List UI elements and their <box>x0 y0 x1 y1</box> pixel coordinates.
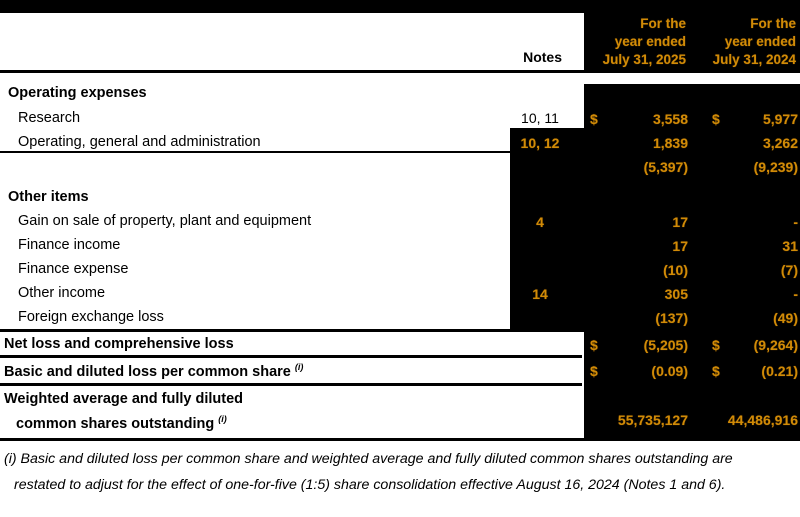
header-rule <box>0 70 800 73</box>
currency-symbol: $ <box>712 337 720 353</box>
period2-line3: July 31, 2024 <box>712 52 796 67</box>
period-header-2025: For the year ended July 31, 2025 <box>586 15 686 69</box>
currency-symbol: $ <box>712 111 720 127</box>
value-2024: (9,264) <box>753 337 798 353</box>
notes-panel <box>510 128 584 330</box>
value-2025: (0.09) <box>651 363 688 379</box>
notes-column-header: Notes <box>523 49 562 65</box>
currency-symbol: $ <box>590 363 598 379</box>
bottom-rule <box>0 438 800 441</box>
row-label: Net loss and comprehensive loss <box>4 336 234 352</box>
value-2024: 44,486,916 <box>727 412 798 428</box>
value-2024: 31 <box>782 238 798 254</box>
row-notes: 4 <box>536 214 544 230</box>
row-label: Foreign exchange loss <box>18 309 164 325</box>
footnote-marker: (i) <box>218 414 227 424</box>
currency-symbol: $ <box>590 111 598 127</box>
footnote-line2: restated to adjust for the effect of one… <box>14 477 726 493</box>
value-2025: (5,205) <box>643 337 688 353</box>
value-2024: 3,262 <box>762 135 798 151</box>
value-2024: (7) <box>780 262 798 278</box>
row-label-text: Basic and diluted loss per common share <box>4 363 291 380</box>
value-2024: (49) <box>773 310 798 326</box>
value-2025: (137) <box>655 310 688 326</box>
row-label: Operating, general and administration <box>18 134 261 150</box>
value-2025: 17 <box>672 214 688 230</box>
row-notes: 10, 11 <box>521 110 559 126</box>
currency-symbol: $ <box>590 337 598 353</box>
value-2025: 1,839 <box>652 135 688 151</box>
value-2024: (0.21) <box>761 363 798 379</box>
value-2024: - <box>793 214 798 230</box>
row-notes: 14 <box>532 286 548 302</box>
row-label: Finance income <box>18 237 121 253</box>
period1-line3: July 31, 2025 <box>602 52 686 67</box>
value-2025: 55,735,127 <box>617 412 688 428</box>
section-heading-operating: Operating expenses <box>8 85 147 101</box>
period2-line2: year ended <box>724 34 796 49</box>
period1-line2: year ended <box>614 34 686 49</box>
footnote-line1: (i) Basic and diluted loss per common sh… <box>4 451 733 467</box>
row-label: Research <box>18 110 81 126</box>
row-label-line2: common shares outstanding (i) <box>16 414 227 432</box>
footnote-marker: (i) <box>294 362 304 372</box>
total-2024: (9,239) <box>753 159 798 175</box>
row-label-line1: Weighted average and fully diluted <box>4 391 244 407</box>
value-2025: 3,558 <box>652 111 688 127</box>
period-header-panel <box>584 0 800 72</box>
period2-line1: For the <box>750 16 796 31</box>
value-2024: 5,977 <box>762 111 798 127</box>
value-2024: - <box>793 286 798 302</box>
summary-rule-1 <box>0 355 582 358</box>
row-label: Other income <box>18 285 106 301</box>
value-2025: 17 <box>672 238 688 254</box>
section-rule <box>0 329 800 332</box>
row-label: Basic and diluted loss per common share … <box>4 362 303 380</box>
period1-line1: For the <box>640 16 686 31</box>
values-panel-main <box>584 84 800 330</box>
section-heading-other: Other items <box>8 189 89 205</box>
values-panel-summary <box>584 332 800 440</box>
value-2025: 305 <box>664 286 688 302</box>
row-label: Finance expense <box>18 261 129 277</box>
total-2025: (5,397) <box>643 159 688 175</box>
summary-rule-2 <box>0 383 582 386</box>
row-label-text: common shares outstanding <box>16 415 215 432</box>
row-label: Gain on sale of property, plant and equi… <box>18 213 312 229</box>
row-notes: 10, 12 <box>520 135 560 151</box>
value-2025: (10) <box>663 262 688 278</box>
currency-symbol: $ <box>712 363 720 379</box>
period-header-2024: For the year ended July 31, 2024 <box>696 15 796 69</box>
subtotal-rule <box>0 151 510 153</box>
